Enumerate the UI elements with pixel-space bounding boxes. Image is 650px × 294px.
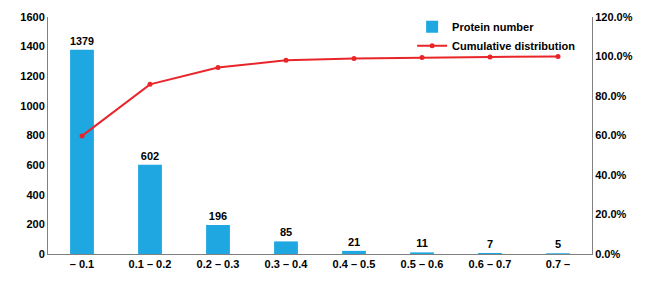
svg-text:0.5 – 0.6: 0.5 – 0.6 [401, 258, 444, 270]
svg-text:0: 0 [39, 248, 45, 260]
svg-text:11: 11 [416, 237, 428, 249]
svg-text:60.0%: 60.0% [595, 129, 626, 141]
svg-text:196: 196 [209, 210, 227, 222]
svg-text:200: 200 [26, 218, 44, 230]
svg-text:800: 800 [26, 129, 44, 141]
svg-text:7: 7 [487, 238, 493, 250]
svg-text:100.0%: 100.0% [595, 50, 633, 62]
svg-text:1600: 1600 [20, 11, 44, 23]
svg-text:80.0%: 80.0% [595, 90, 626, 102]
svg-text:600: 600 [26, 159, 44, 171]
svg-text:0.4 – 0.5: 0.4 – 0.5 [333, 258, 376, 270]
svg-text:21: 21 [348, 236, 360, 248]
svg-text:400: 400 [26, 189, 44, 201]
svg-text:0.2 – 0.3: 0.2 – 0.3 [197, 258, 240, 270]
svg-text:0.7 –: 0.7 – [546, 258, 570, 270]
svg-text:1379: 1379 [70, 35, 94, 47]
svg-text:120.0%: 120.0% [595, 11, 633, 23]
svg-text:Protein number: Protein number [452, 21, 534, 33]
svg-text:40.0%: 40.0% [595, 169, 626, 181]
svg-text:1200: 1200 [20, 70, 44, 82]
svg-text:20.0%: 20.0% [595, 208, 626, 220]
svg-text:1000: 1000 [20, 100, 44, 112]
svg-text:85: 85 [280, 226, 292, 238]
svg-text:602: 602 [141, 150, 159, 162]
svg-text:1400: 1400 [20, 40, 44, 52]
svg-text:Cumulative distribution: Cumulative distribution [452, 40, 575, 52]
svg-text:0.0%: 0.0% [595, 248, 620, 260]
svg-text:– 0.1: – 0.1 [70, 258, 94, 270]
svg-text:0.3 – 0.4: 0.3 – 0.4 [265, 258, 309, 270]
svg-text:0.1 – 0.2: 0.1 – 0.2 [129, 258, 172, 270]
svg-text:0.6 – 0.7: 0.6 – 0.7 [469, 258, 512, 270]
svg-text:5: 5 [555, 238, 561, 250]
